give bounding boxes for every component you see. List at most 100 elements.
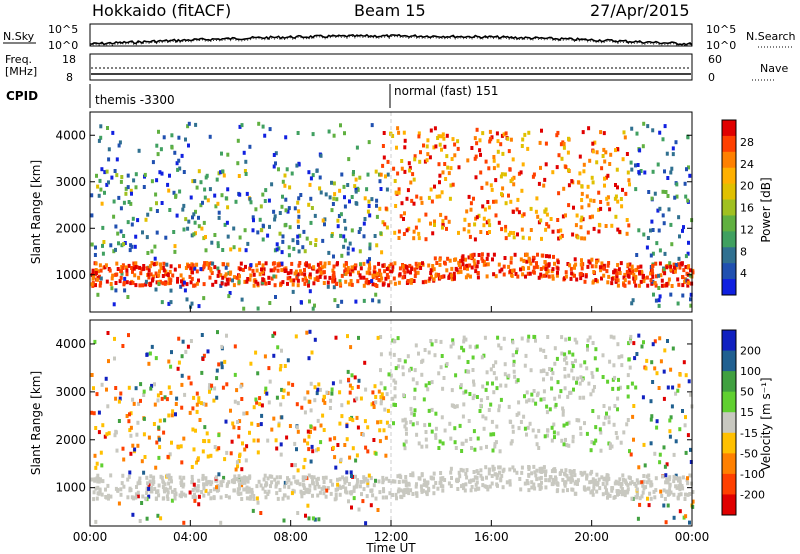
data-cell	[283, 223, 287, 228]
data-cell	[177, 445, 181, 450]
data-cell	[155, 440, 159, 445]
data-cell	[401, 489, 405, 494]
data-cell	[244, 159, 248, 164]
data-cell	[281, 194, 284, 199]
data-cell	[381, 282, 385, 287]
data-cell	[198, 418, 202, 422]
data-cell	[672, 515, 676, 520]
data-cell	[482, 262, 486, 267]
data-cell	[296, 278, 300, 283]
data-cell	[249, 263, 253, 268]
data-cell	[272, 353, 276, 358]
data-cell	[465, 209, 469, 214]
data-cell	[138, 283, 142, 288]
data-cell	[268, 474, 272, 479]
data-cell	[564, 337, 568, 342]
data-cell	[617, 377, 620, 382]
data-cell	[266, 492, 270, 496]
noise-right-label: N.Search	[746, 30, 796, 43]
data-cell	[590, 175, 594, 180]
data-cell	[367, 473, 371, 478]
data-cell	[344, 486, 348, 491]
data-cell	[441, 170, 445, 175]
data-cell	[583, 360, 587, 365]
data-cell	[298, 233, 302, 238]
data-cell	[232, 245, 236, 250]
data-cell	[295, 402, 299, 407]
data-cell	[108, 268, 112, 273]
data-cell	[553, 261, 556, 266]
data-cell	[472, 379, 475, 384]
data-cell	[150, 249, 154, 254]
data-cell	[677, 484, 681, 489]
data-cell	[382, 155, 386, 160]
data-cell	[465, 263, 469, 268]
data-cell	[94, 245, 97, 250]
data-cell	[301, 277, 305, 282]
data-cell	[109, 494, 113, 499]
data-cell	[357, 378, 361, 383]
data-cell	[364, 387, 368, 392]
data-cell	[147, 483, 151, 488]
data-cell	[662, 445, 666, 450]
data-cell	[119, 179, 123, 184]
data-cell	[337, 214, 341, 218]
data-cell	[539, 165, 542, 170]
data-cell	[180, 460, 184, 465]
data-cell	[425, 444, 429, 449]
data-cell	[547, 224, 551, 229]
data-cell	[236, 464, 239, 469]
data-cell	[212, 487, 216, 492]
data-cell	[147, 435, 151, 440]
data-cell	[174, 412, 177, 417]
data-cell	[544, 355, 548, 359]
data-cell	[240, 467, 244, 472]
data-cell	[591, 479, 595, 484]
data-cell	[531, 428, 535, 433]
data-cell	[614, 148, 617, 153]
data-cell	[626, 170, 630, 175]
data-cell	[264, 483, 267, 488]
data-cell	[657, 386, 661, 390]
data-cell	[93, 453, 97, 458]
data-cell	[139, 382, 143, 387]
data-cell	[180, 354, 184, 359]
data-cell	[413, 267, 417, 272]
data-cell	[665, 283, 669, 288]
data-cell	[593, 140, 597, 145]
data-cell	[302, 483, 306, 488]
data-cell	[291, 382, 295, 387]
data-cell	[589, 490, 593, 495]
data-cell	[527, 465, 531, 470]
data-cell	[340, 172, 344, 177]
data-cell	[588, 215, 592, 220]
data-cell	[276, 496, 280, 501]
data-cell	[409, 420, 413, 425]
data-cell	[512, 369, 516, 374]
data-cell	[119, 492, 123, 497]
data-cell	[184, 349, 188, 354]
colorbar-tick-label: -100	[740, 468, 765, 481]
data-cell	[350, 265, 354, 270]
data-cell	[652, 292, 655, 297]
data-cell	[239, 384, 243, 389]
data-cell	[120, 271, 124, 276]
data-cell	[104, 487, 107, 492]
data-cell	[389, 262, 393, 267]
data-cell	[99, 450, 103, 455]
data-cell	[142, 416, 146, 421]
data-cell	[134, 265, 138, 269]
colorbar-swatch	[722, 494, 736, 516]
data-cell	[319, 270, 323, 275]
data-cell	[97, 410, 101, 415]
data-cell	[602, 476, 606, 481]
data-cell	[296, 468, 300, 473]
data-cell	[366, 425, 370, 430]
data-cell	[514, 379, 518, 384]
data-cell	[602, 131, 606, 136]
data-cell	[340, 299, 344, 304]
data-cell	[318, 175, 322, 180]
data-cell	[553, 469, 557, 474]
data-cell	[460, 345, 464, 350]
data-cell	[668, 484, 672, 489]
